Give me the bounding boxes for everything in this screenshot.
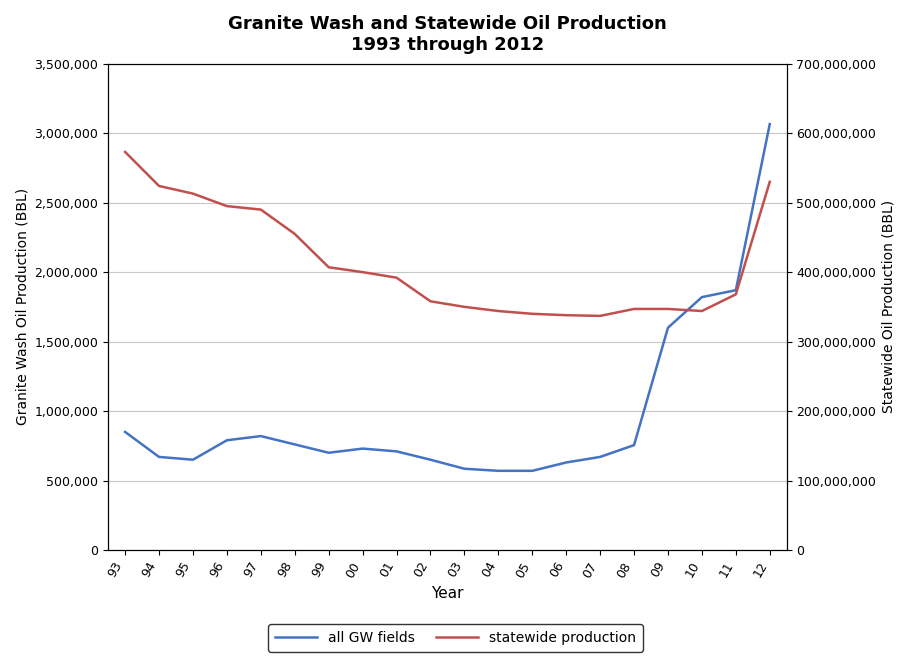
statewide production bbox=[662, 305, 673, 313]
statewide production bbox=[595, 312, 606, 320]
all GW fields bbox=[662, 324, 673, 332]
X-axis label: Year: Year bbox=[431, 586, 464, 600]
all GW fields bbox=[459, 465, 470, 473]
statewide production bbox=[696, 307, 707, 315]
Line: statewide production: statewide production bbox=[125, 152, 770, 316]
all GW fields bbox=[696, 293, 707, 301]
all GW fields bbox=[764, 120, 775, 128]
Legend: all GW fields, statewide production: all GW fields, statewide production bbox=[269, 624, 642, 652]
Y-axis label: Statewide Oil Production (BBL): Statewide Oil Production (BBL) bbox=[882, 201, 896, 414]
all GW fields bbox=[290, 440, 301, 448]
statewide production bbox=[188, 189, 199, 197]
all GW fields bbox=[221, 436, 232, 444]
all GW fields bbox=[629, 441, 640, 449]
all GW fields bbox=[255, 432, 266, 440]
statewide production bbox=[255, 206, 266, 214]
Y-axis label: Granite Wash Oil Production (BBL): Granite Wash Oil Production (BBL) bbox=[15, 188, 29, 426]
statewide production bbox=[154, 182, 165, 190]
all GW fields bbox=[357, 445, 368, 453]
all GW fields bbox=[188, 455, 199, 463]
statewide production bbox=[764, 178, 775, 186]
statewide production bbox=[459, 303, 470, 311]
statewide production bbox=[323, 263, 334, 271]
Title: Granite Wash and Statewide Oil Production
1993 through 2012: Granite Wash and Statewide Oil Productio… bbox=[228, 15, 667, 54]
statewide production bbox=[629, 305, 640, 313]
all GW fields bbox=[119, 428, 130, 436]
all GW fields bbox=[425, 455, 436, 463]
statewide production bbox=[493, 307, 504, 315]
statewide production bbox=[119, 148, 130, 156]
Line: all GW fields: all GW fields bbox=[125, 124, 770, 471]
all GW fields bbox=[323, 449, 334, 457]
all GW fields bbox=[561, 459, 572, 467]
all GW fields bbox=[595, 453, 606, 461]
all GW fields bbox=[391, 448, 402, 455]
all GW fields bbox=[493, 467, 504, 475]
all GW fields bbox=[731, 286, 742, 294]
statewide production bbox=[391, 273, 402, 281]
statewide production bbox=[527, 310, 537, 318]
statewide production bbox=[221, 202, 232, 210]
all GW fields bbox=[154, 453, 165, 461]
statewide production bbox=[290, 230, 301, 238]
statewide production bbox=[425, 297, 436, 305]
all GW fields bbox=[527, 467, 537, 475]
statewide production bbox=[561, 311, 572, 319]
statewide production bbox=[731, 291, 742, 299]
statewide production bbox=[357, 268, 368, 276]
